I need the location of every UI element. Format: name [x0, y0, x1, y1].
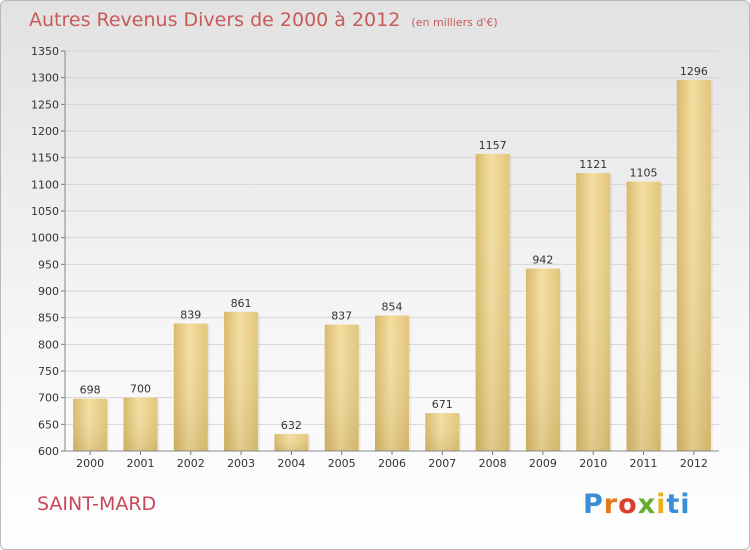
bars: 698 700 839 861 632 837 854 671 1157 942 1121 1105 1… — [73, 65, 713, 452]
chart-subtitle: (en milliers d'€) — [411, 16, 498, 29]
data-label: 837 — [331, 310, 352, 323]
y-tick-label: 750 — [38, 365, 59, 378]
y-tick-label: 1300 — [31, 72, 59, 85]
y-tick-label: 1000 — [31, 232, 59, 245]
bar-shade — [224, 311, 259, 451]
bar-shade — [123, 397, 158, 451]
proxiti-logo[interactable]: Proxiti — [583, 489, 691, 520]
x-tick-label: 2001 — [126, 457, 154, 470]
y-tick-label: 1200 — [31, 125, 59, 138]
y-tick-label: 700 — [38, 392, 59, 405]
y-tick-label: 850 — [38, 312, 59, 325]
y-tick-label: 800 — [38, 338, 59, 351]
bar-shade — [73, 398, 108, 451]
x-tick-label: 2012 — [680, 457, 708, 470]
x-tick-label: 2007 — [428, 457, 456, 470]
x-tick-label: 2008 — [479, 457, 507, 470]
y-axis-ticks: 600 650 700 750 800 850 900 950 1000 1050 1100 1150… — [31, 45, 66, 458]
data-label: 1296 — [680, 65, 708, 78]
data-label: 1157 — [479, 139, 507, 152]
data-label: 671 — [432, 398, 453, 411]
location-label: SAINT-MARD — [37, 493, 157, 515]
x-tick-label: 2003 — [227, 457, 255, 470]
data-label: 1121 — [579, 158, 607, 171]
bar-shade — [425, 413, 460, 451]
data-label: 632 — [281, 419, 302, 432]
x-tick-label: 2000 — [76, 457, 104, 470]
bar-shade — [375, 315, 409, 451]
x-tick-label: 2002 — [177, 457, 205, 470]
bar-shade — [576, 173, 611, 451]
data-label: 942 — [532, 254, 553, 267]
x-tick-label: 2011 — [630, 457, 658, 470]
data-label: 1105 — [630, 167, 658, 180]
x-tick-label: 2010 — [579, 457, 607, 470]
bar-shade — [525, 268, 560, 451]
y-tick-label: 1050 — [31, 205, 59, 218]
y-tick-label: 1350 — [31, 45, 59, 58]
bar-shade — [324, 324, 359, 451]
y-tick-label: 900 — [38, 285, 59, 298]
x-tick-label: 2005 — [328, 457, 356, 470]
data-label: 854 — [382, 301, 403, 314]
bar-shade — [626, 181, 661, 451]
bar-shade — [475, 153, 510, 451]
y-tick-label: 650 — [38, 418, 59, 431]
y-tick-label: 1150 — [31, 152, 59, 165]
data-label: 861 — [231, 297, 252, 310]
x-tick-label: 2009 — [529, 457, 557, 470]
data-label: 698 — [80, 384, 101, 397]
x-axis-ticks: 2000 2001 2002 2003 2004 2005 2006 2007 2008 2009… — [76, 451, 708, 470]
y-tick-label: 1250 — [31, 98, 59, 111]
y-tick-label: 600 — [38, 445, 59, 458]
bar-shade — [676, 79, 711, 452]
x-tick-label: 2006 — [378, 457, 406, 470]
chart-title: Autres Revenus Divers de 2000 à 2012 (en… — [29, 9, 498, 31]
data-label: 700 — [130, 383, 151, 396]
data-label: 839 — [180, 309, 201, 322]
bar-shade — [173, 323, 208, 451]
y-tick-label: 950 — [38, 258, 59, 271]
bar-shade — [274, 433, 309, 451]
x-tick-label: 2004 — [277, 457, 305, 470]
chart-title-main: Autres Revenus Divers de 2000 à 2012 — [29, 9, 401, 31]
y-tick-label: 1100 — [31, 178, 59, 191]
